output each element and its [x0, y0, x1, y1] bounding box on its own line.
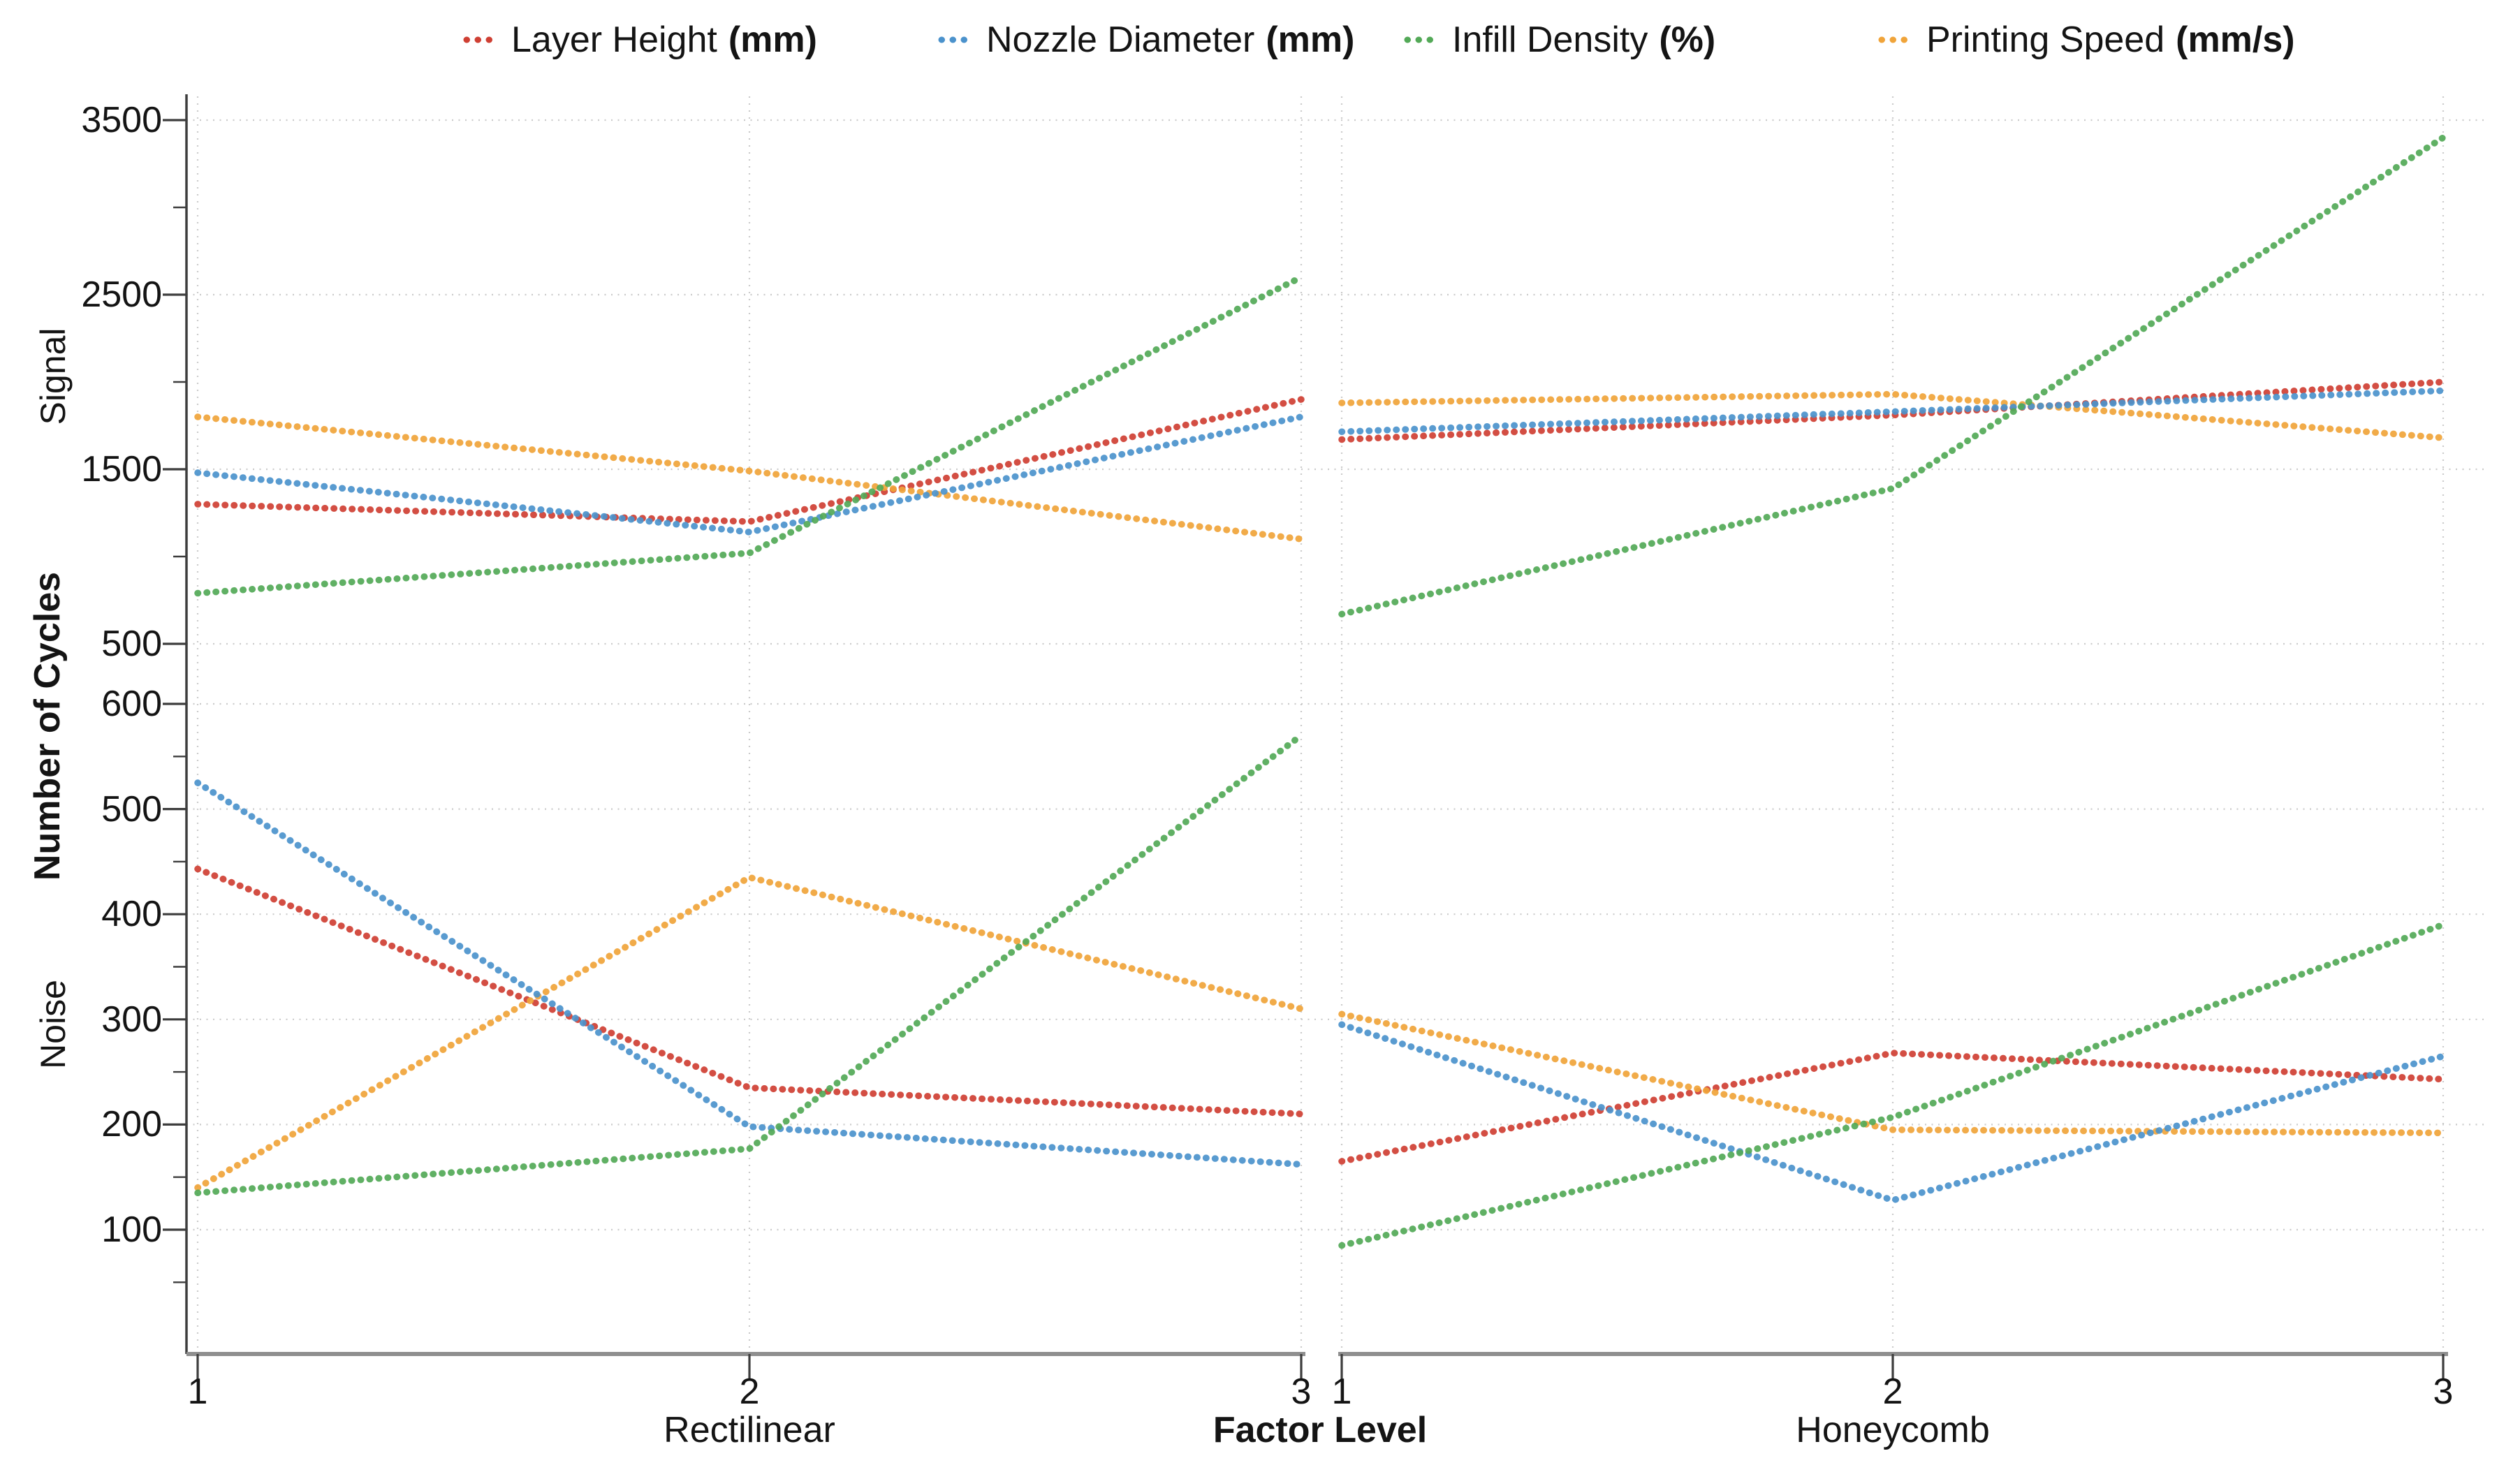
series-line-noise-honeycomb-nozzle-diameter-mm- [1338, 1021, 2447, 1204]
legend-item-infill-density: Infill Density (%) [1452, 15, 1715, 64]
series-line-noise-rectilinear-infill-density- [194, 732, 1305, 1197]
series-line-signal-honeycomb-layer-height-mm- [1338, 378, 2447, 443]
series-line-signal-honeycomb-nozzle-diameter-mm- [1338, 387, 2447, 436]
legend-unit: (%) [1659, 20, 1716, 60]
col-label-rectilinear: Rectilinear [664, 1410, 835, 1450]
y-tick-label: 2500 [81, 274, 162, 315]
legend-label: Nozzle Diameter [986, 20, 1255, 60]
series-line-signal-rectilinear-printing-speed-mm-s- [194, 413, 1305, 543]
series-line-noise-rectilinear-printing-speed-mm-s- [194, 874, 1305, 1191]
legend-label: Infill Density [1452, 20, 1648, 60]
x-tick-label: 2 [739, 1371, 760, 1412]
y-tick-label: 300 [101, 999, 162, 1040]
x-tick-label: 1 [187, 1371, 208, 1412]
legend-item-nozzle-diameter: Nozzle Diameter (mm) [986, 15, 1354, 64]
y-tick-label: 3500 [81, 100, 162, 140]
legend-label: Printing Speed [1926, 20, 2165, 60]
legend-item-printing-speed: Printing Speed (mm/s) [1926, 15, 2295, 64]
series-line-noise-rectilinear-nozzle-diameter-mm- [194, 779, 1305, 1168]
y-tick-label: 100 [101, 1209, 162, 1250]
legend-unit: (mm/s) [2176, 20, 2295, 60]
series-line-signal-rectilinear-infill-density- [194, 274, 1305, 597]
x-tick-label: 1 [1331, 1371, 1352, 1412]
series-line-signal-honeycomb-infill-density- [1338, 134, 2447, 618]
y-tick-label: 200 [101, 1104, 162, 1145]
series-line-signal-rectilinear-nozzle-diameter-mm- [194, 413, 1305, 536]
y-tick-label: 400 [101, 894, 162, 935]
y-tick-label: 500 [101, 788, 162, 830]
x-axis-title-factor-level: Factor Level [1213, 1410, 1428, 1450]
series-line-signal-honeycomb-printing-speed-mm-s- [1338, 390, 2447, 441]
series-line-noise-honeycomb-printing-speed-mm-s- [1338, 1010, 2447, 1137]
series-line-noise-honeycomb-infill-density- [1338, 921, 2447, 1249]
series-line-noise-rectilinear-layer-height-mm- [194, 865, 1305, 1118]
y-axis-title-signal: Signal [34, 327, 73, 425]
y-axis-title-number-of-cycles: Number of Cycles [27, 571, 68, 881]
legend-item-layer-height: Layer Height (mm) [511, 15, 817, 64]
legend-unit: (mm) [1266, 20, 1355, 60]
col-label-honeycomb: Honeycomb [1796, 1410, 1990, 1450]
y-tick-label: 600 [101, 684, 162, 724]
y-tick-label: 1500 [81, 449, 162, 490]
x-tick-label: 2 [1882, 1371, 1903, 1412]
legend-unit: (mm) [728, 20, 817, 60]
x-tick-label: 3 [2433, 1371, 2454, 1412]
series-line-noise-honeycomb-layer-height-mm- [1338, 1050, 2447, 1165]
legend-label: Layer Height [511, 20, 717, 60]
series-line-signal-rectilinear-layer-height-mm- [194, 396, 1305, 525]
y-tick-label: 500 [101, 624, 162, 664]
x-tick-label: 3 [1291, 1371, 1312, 1412]
